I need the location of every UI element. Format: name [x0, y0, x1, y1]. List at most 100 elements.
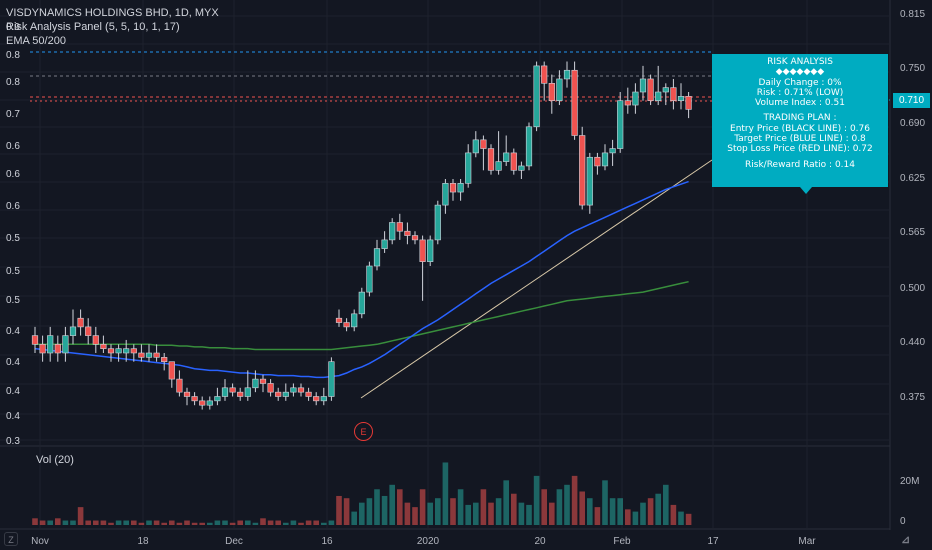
- candle-body: [168, 361, 175, 380]
- volume-bar: [374, 489, 380, 525]
- volume-bar: [123, 520, 129, 525]
- left-axis-tick: 0.6: [6, 141, 20, 152]
- volume-bar: [39, 520, 46, 525]
- volume-bar: [518, 502, 525, 525]
- candle-body: [138, 352, 145, 358]
- trend-line: [360, 159, 713, 399]
- candle-body: [533, 65, 540, 128]
- x-axis-tick: Dec: [225, 536, 243, 547]
- volume-bar: [260, 518, 266, 525]
- volume-bar: [184, 520, 190, 525]
- volume-bar: [632, 511, 639, 525]
- volume-bar: [328, 520, 335, 525]
- volume-bar: [678, 511, 684, 525]
- volume-bar: [351, 511, 357, 525]
- candle-body: [670, 87, 677, 102]
- volume-bar: [503, 480, 509, 525]
- candle-body: [77, 317, 84, 328]
- zoom-button[interactable]: Z: [4, 532, 18, 546]
- candle-body: [297, 387, 305, 393]
- symbol-title[interactable]: VISDYNAMICS HOLDINGS BHD, 1D, MYX: [6, 7, 219, 19]
- candle-body: [153, 352, 160, 358]
- volume-bar: [397, 489, 403, 525]
- candle-body: [69, 326, 77, 336]
- tradingview-logo-icon: ⊿: [901, 534, 911, 546]
- candle-body: [586, 156, 593, 206]
- volume-bar: [237, 520, 243, 525]
- volume-bar: [450, 498, 456, 525]
- candle-body: [92, 335, 99, 345]
- left-axis-tick: 0.8: [6, 50, 20, 61]
- candle-body: [237, 391, 244, 397]
- volume-bar: [571, 475, 578, 525]
- candle-body: [282, 391, 289, 397]
- candle-body: [411, 235, 419, 241]
- volume-bar: [609, 498, 616, 525]
- volume-bar: [93, 520, 99, 525]
- volume-bar: [556, 489, 563, 525]
- volume-bar: [138, 522, 145, 525]
- candle-body: [214, 396, 221, 402]
- volume-bar: [381, 495, 388, 525]
- left-axis-tick: 0.9: [6, 22, 20, 33]
- x-axis-tick: Nov: [31, 536, 49, 547]
- target-price: Target Price (BLUE LINE) : 0.8: [734, 134, 866, 145]
- candle-body: [662, 87, 669, 93]
- candle-body: [313, 396, 320, 402]
- volume-bar: [229, 522, 236, 525]
- volume-bar: [298, 522, 304, 525]
- volume-bar: [131, 520, 137, 525]
- candle-body: [442, 183, 449, 206]
- volume-axis-tick: 20M: [900, 476, 919, 487]
- candle-body: [624, 100, 631, 106]
- ema-label[interactable]: EMA 50/200: [6, 35, 66, 47]
- volume-bar: [495, 498, 502, 525]
- volume-bar: [343, 498, 350, 525]
- volume-bar: [663, 484, 669, 525]
- volume-bar: [655, 493, 661, 525]
- candle-body: [556, 78, 563, 101]
- volume-bar: [305, 520, 312, 525]
- candle-body: [343, 322, 350, 328]
- volume-bar: [389, 484, 395, 525]
- candle-body: [434, 204, 441, 241]
- candle-body: [487, 148, 495, 171]
- candle-body: [290, 387, 297, 393]
- volume-bar: [541, 489, 547, 525]
- candle-body: [396, 222, 403, 232]
- x-axis-tick: 2020: [417, 536, 440, 547]
- right-axis-tick: 0.690: [900, 118, 925, 129]
- volume-bar: [465, 504, 471, 525]
- candle-body: [449, 183, 457, 193]
- volume-bar: [359, 502, 365, 525]
- volume-index: Volume Index : 0.51: [755, 98, 845, 109]
- candle-body: [221, 387, 229, 397]
- candle-body: [366, 265, 373, 293]
- candle-body: [176, 378, 183, 393]
- candle-body: [259, 378, 267, 384]
- candle-body: [145, 352, 153, 358]
- risk-header: RISK ANALYSIS: [767, 57, 833, 67]
- earnings-marker[interactable]: E: [354, 422, 373, 441]
- left-axis-tick: 0.5: [6, 295, 20, 306]
- candle-body: [404, 230, 411, 236]
- candle-body: [328, 361, 335, 397]
- ema200-line: [35, 280, 689, 351]
- volume-legend[interactable]: Vol (20): [36, 454, 74, 466]
- candle-body: [107, 348, 115, 354]
- entry-price: Entry Price (BLACK LINE) : 0.76: [730, 123, 870, 134]
- candle-body: [39, 343, 46, 354]
- volume-bar: [252, 522, 259, 525]
- candle-body: [335, 317, 343, 323]
- risk-reward: Risk/Reward Ratio : 0.14: [745, 159, 855, 170]
- left-axis-tick: 0.4: [6, 357, 20, 368]
- candle-body: [54, 343, 61, 354]
- candle-body: [191, 396, 198, 402]
- candle-body: [639, 78, 647, 93]
- candle-body: [206, 400, 213, 406]
- volume-bar: [207, 522, 213, 525]
- indicator-label[interactable]: Risk Analysis Panel (5, 5, 10, 1, 17): [6, 21, 180, 33]
- volume-bar: [617, 498, 623, 525]
- volume-bar: [222, 520, 228, 525]
